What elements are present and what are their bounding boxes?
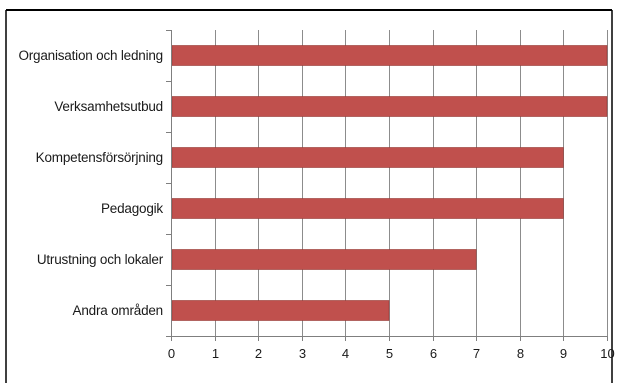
x-tick-label: 2 (255, 346, 262, 361)
x-tick-label: 7 (473, 346, 480, 361)
bar (171, 300, 390, 321)
grid-layer (215, 30, 608, 336)
category-label: Utrustning och lokaler (37, 252, 164, 267)
bar (171, 249, 477, 270)
category-label: Kompetensförsörjning (36, 150, 163, 165)
bar (171, 45, 608, 66)
x-tick-label: 8 (517, 346, 524, 361)
bar (171, 147, 564, 168)
x-tick-label: 0 (168, 346, 175, 361)
bars-layer (171, 45, 608, 321)
category-label: Verksamhetsutbud (54, 99, 163, 114)
bar (171, 96, 608, 117)
axis-layer (166, 30, 608, 341)
x-tick-label: 6 (430, 346, 437, 361)
x-tick-label: 1 (212, 346, 219, 361)
labels-layer: 0 1 2 3 4 5 6 7 8 9 10 Organisation och ledning Verk… (18, 48, 614, 361)
x-tick-label: 10 (600, 346, 614, 361)
x-tick-label: 9 (560, 346, 567, 361)
x-tick-label: 5 (386, 346, 393, 361)
bar (171, 198, 564, 219)
category-label: Organisation och ledning (18, 48, 163, 63)
category-label: Pedagogik (101, 201, 163, 216)
category-label: Andra områden (73, 303, 163, 318)
x-tick-label: 3 (299, 346, 306, 361)
x-tick-label: 4 (342, 346, 349, 361)
